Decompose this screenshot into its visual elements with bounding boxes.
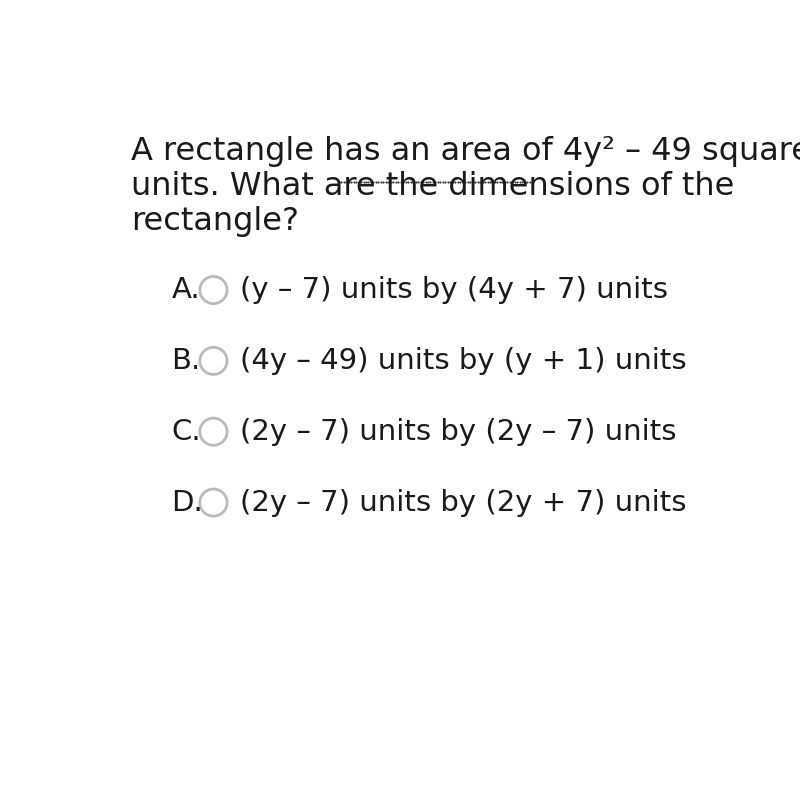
Text: C.: C. (171, 418, 201, 446)
Text: D.: D. (171, 489, 203, 517)
Text: (y – 7) units by (4y + 7) units: (y – 7) units by (4y + 7) units (239, 276, 667, 304)
Text: units. What are the dimensions of the: units. What are the dimensions of the (131, 171, 734, 202)
Text: (4y – 49) units by (y + 1) units: (4y – 49) units by (y + 1) units (239, 347, 686, 375)
Text: (2y – 7) units by (2y – 7) units: (2y – 7) units by (2y – 7) units (239, 418, 676, 446)
Text: A.: A. (171, 276, 200, 304)
Text: rectangle?: rectangle? (131, 206, 299, 238)
Text: B.: B. (171, 347, 201, 375)
Text: A rectangle has an area of 4y² – 49 square: A rectangle has an area of 4y² – 49 squa… (131, 136, 800, 167)
Text: (2y – 7) units by (2y + 7) units: (2y – 7) units by (2y + 7) units (239, 489, 686, 517)
